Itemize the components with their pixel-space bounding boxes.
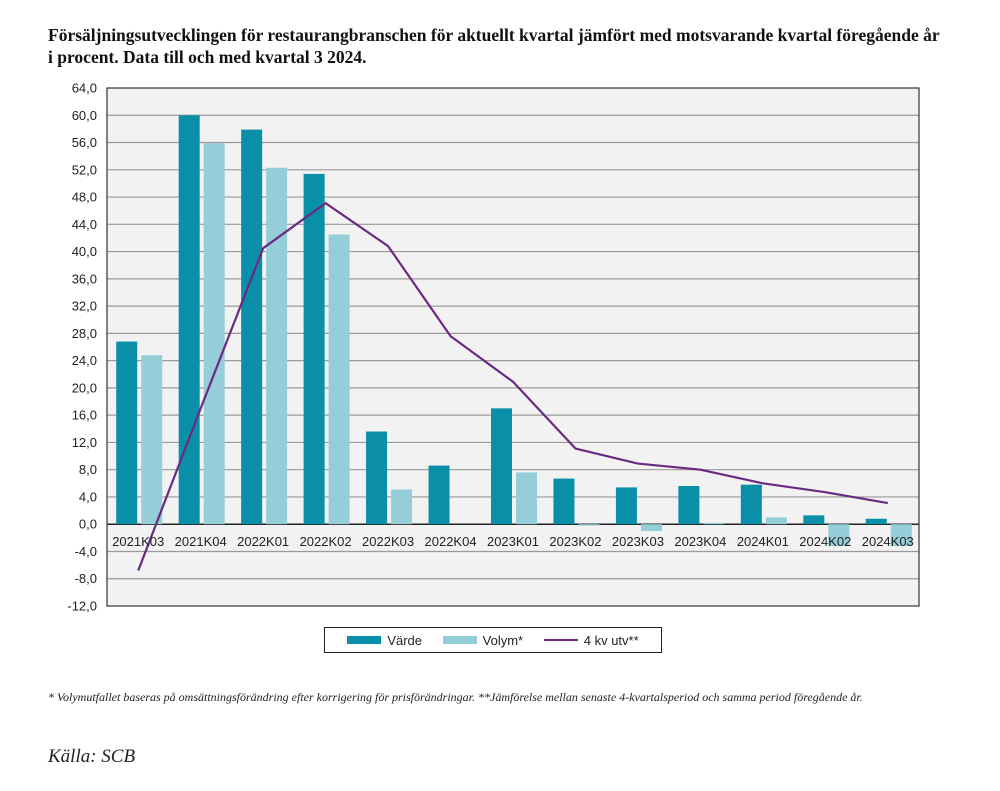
legend-swatch-4kv: [543, 639, 578, 641]
chart-title: Försäljningsutvecklingen för restaurangb…: [48, 25, 940, 67]
plot-border: [106, 87, 920, 607]
bar-varde-2023K03: [615, 487, 637, 525]
trend-line: [137, 202, 888, 571]
bar-volym-2024K01: [765, 517, 787, 525]
y-axis-ticks: 64,0 60,0 56,0 52,0 48,0 44,0 40,0 36,0 32,0 28,0…: [67, 81, 97, 614]
y-tick-label: 32,0: [72, 299, 97, 314]
y-tick-label: 36,0: [72, 271, 97, 286]
x-tick-label: 2023K03: [612, 534, 664, 549]
x-tick-label: 2024K01: [737, 534, 789, 549]
bar-varde-2024K02: [803, 515, 825, 525]
bar-varde-2021K04: [178, 115, 200, 525]
y-tick-label: -12,0: [67, 599, 97, 614]
y-tick-label: -4,0: [75, 544, 97, 559]
x-tick-label: 2022K02: [300, 534, 352, 549]
y-tick-label: 40,0: [72, 244, 97, 259]
legend-item-volym: Volym*: [442, 632, 524, 648]
y-tick-label: 8,0: [79, 462, 97, 477]
bar-volym-2022K03: [391, 489, 413, 525]
bar-volym-2024K02: [828, 524, 850, 547]
x-tick-label: 2024K03: [862, 534, 914, 549]
y-tick-label: 4,0: [79, 489, 97, 504]
x-tick-label: 2023K02: [549, 534, 601, 549]
bar-volym-2022K01: [266, 167, 288, 525]
bar-varde-2023K04: [678, 486, 700, 525]
y-tick-label: 60,0: [72, 108, 97, 123]
bar-varde-2022K04: [428, 465, 450, 525]
source-label: Källa: SCB: [48, 746, 136, 767]
y-tick-label: -8,0: [75, 571, 97, 586]
x-tick-label: 2022K01: [237, 534, 289, 549]
bar-volym-2023K03: [640, 524, 662, 532]
legend-item-varde: Värde: [347, 633, 422, 648]
legend-label: Volym*: [482, 632, 524, 648]
x-tick-label: 2023K01: [487, 534, 539, 549]
bar-volym-2021K04: [203, 143, 225, 525]
y-tick-label: 56,0: [72, 135, 97, 150]
bar-varde-2024K01: [740, 484, 762, 525]
bar-volym-2023K04: [703, 522, 725, 525]
plot-area: [107, 88, 919, 606]
bar-varde-2024K03: [865, 518, 887, 525]
x-tick-label: 2023K04: [674, 534, 726, 549]
bar-varde-2022K03: [366, 431, 388, 525]
legend-label: 4 kv utv**: [583, 632, 639, 648]
bar-volym-2024K03: [890, 524, 912, 547]
bar-volym-2022K02: [328, 234, 350, 525]
y-tick-label: 52,0: [72, 162, 97, 177]
y-tick-label: 44,0: [72, 217, 97, 232]
y-tick-label: 28,0: [72, 326, 97, 341]
x-tick-label: 2021K03: [112, 534, 164, 549]
legend: Värde Volym* 4 kv utv**: [324, 627, 662, 653]
legend-item-4kv: 4 kv utv**: [543, 632, 639, 648]
bar-volym-2023K01: [516, 472, 537, 525]
bar-varde-2022K01: [241, 129, 263, 525]
y-tick-label: 0,0: [79, 517, 97, 532]
y-tick-label: 24,0: [72, 353, 97, 368]
x-axis-ticks: 2021K03 2021K04 2022K01 2022K02 2022K03 2022K…: [112, 534, 914, 549]
y-tick-label: 16,0: [72, 408, 97, 423]
x-tick-label: 2022K03: [362, 534, 414, 549]
bar-volym-2021K03: [141, 355, 163, 525]
legend-label: Värde: [387, 632, 423, 648]
bar-varde-2021K03: [116, 341, 138, 525]
x-tick-label: 2022K04: [425, 534, 477, 549]
x-tick-label: 2024K02: [799, 534, 851, 549]
bar-varde-2022K02: [303, 173, 325, 525]
y-tick-label: 48,0: [72, 190, 97, 205]
legend-swatch-volym: [442, 636, 477, 644]
y-tick-label: 64,0: [72, 81, 97, 96]
x-tick-label: 2021K04: [175, 534, 227, 549]
bar-varde-2023K01: [491, 408, 512, 525]
legend-swatch-varde: [347, 636, 382, 644]
bar-varde-2023K02: [553, 478, 575, 525]
y-tick-label: 20,0: [72, 380, 97, 395]
footnote: * Volymutfallet baseras på omsättningsfö…: [48, 690, 863, 704]
y-tick-label: 12,0: [72, 435, 97, 450]
bar-volym-2023K02: [578, 524, 600, 526]
